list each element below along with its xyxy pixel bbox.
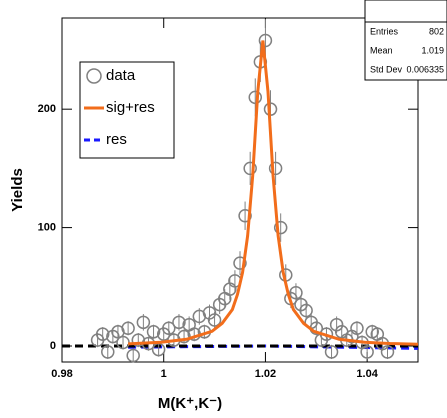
data-point — [350, 321, 364, 336]
data-point — [380, 344, 395, 360]
stat-value: 0.006335 — [406, 64, 444, 74]
stat-value: 1.019 — [421, 45, 444, 55]
data-point — [329, 316, 344, 333]
data-point — [238, 201, 252, 230]
legend-label: data — [106, 67, 136, 84]
y-tick-label: 200 — [38, 103, 56, 115]
marker — [329, 317, 344, 332]
x-tick-label: 1 — [161, 368, 167, 380]
data-point — [162, 321, 176, 336]
marker — [136, 315, 151, 330]
marker — [172, 315, 186, 330]
data-point — [268, 151, 283, 185]
marker — [248, 90, 263, 105]
marker — [95, 327, 110, 341]
stats-box: Entries 802 Mean 1.019 Std Dev 0.006335 — [364, 0, 447, 81]
legend-box — [79, 61, 175, 159]
data-point — [360, 344, 374, 360]
marker — [243, 161, 257, 176]
marker — [350, 321, 364, 336]
data-point — [273, 213, 288, 242]
data-point — [172, 314, 186, 331]
marker — [380, 345, 395, 359]
x-axis-label: M(K⁺,K⁻) — [158, 395, 222, 412]
stat-name: Mean — [370, 45, 393, 55]
y-tick-label: 0 — [50, 340, 56, 352]
y-tick-label: 100 — [38, 222, 56, 234]
marker — [238, 209, 252, 223]
legend-label: res — [106, 131, 127, 148]
x-tick-label: 1.02 — [255, 368, 276, 380]
data-point — [370, 327, 385, 342]
legend-label: sig+res — [106, 99, 155, 116]
marker — [360, 345, 374, 359]
data-point — [243, 151, 257, 185]
marker — [162, 321, 176, 336]
marker — [207, 313, 222, 327]
stat-value: 802 — [429, 26, 444, 36]
plot-frame — [61, 17, 419, 363]
marker — [324, 345, 339, 359]
legend: data sig+res res — [79, 61, 175, 159]
marker — [126, 348, 140, 363]
stats-frame — [364, 0, 447, 81]
marker — [202, 306, 217, 320]
data-point — [136, 314, 151, 331]
data-point — [324, 344, 339, 360]
x-tick-label: 0.98 — [51, 368, 72, 380]
data-point — [177, 329, 191, 344]
data-point — [146, 324, 161, 339]
x-tick-label: 1.04 — [356, 368, 378, 380]
marker — [273, 220, 288, 235]
data-point — [207, 311, 222, 329]
data-point — [299, 302, 313, 319]
data-point — [151, 342, 166, 357]
data-point — [289, 283, 303, 303]
marker — [177, 329, 191, 344]
marker — [121, 321, 135, 336]
y-axis-label: Yields — [9, 168, 26, 212]
data-point — [95, 327, 110, 342]
marker — [101, 345, 115, 359]
data-point — [126, 348, 140, 363]
data-point — [101, 344, 115, 360]
data-point — [106, 329, 120, 344]
marker — [289, 285, 303, 300]
marker — [299, 303, 313, 318]
data-point — [233, 251, 247, 275]
marker — [146, 325, 161, 339]
data-point — [223, 278, 237, 300]
marker — [106, 329, 120, 344]
fit-line — [128, 40, 419, 346]
marker — [258, 33, 273, 48]
stat-name: Std Dev — [370, 64, 403, 74]
marker — [233, 256, 247, 270]
data-point — [116, 335, 130, 350]
stat-name: Entries — [370, 26, 399, 36]
data-point — [121, 321, 135, 336]
legend-marker — [86, 68, 102, 84]
marker — [268, 161, 283, 176]
